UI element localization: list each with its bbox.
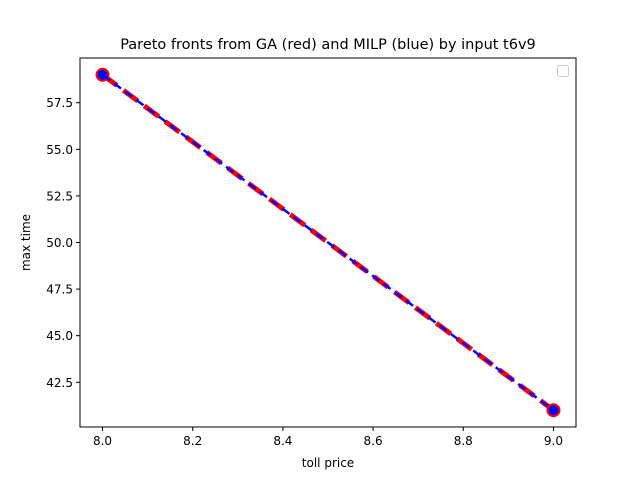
x-tick-label: 8.2 <box>183 434 202 448</box>
y-tick-label: 50.0 <box>46 236 73 250</box>
series-point-1 <box>548 405 559 416</box>
x-tick-label: 9.0 <box>544 434 563 448</box>
legend-box <box>557 65 569 77</box>
chart-title: Pareto fronts from GA (red) and MILP (bl… <box>120 37 536 53</box>
y-tick-label: 57.5 <box>46 96 73 110</box>
y-tick-label: 47.5 <box>46 283 73 297</box>
y-tick-label: 52.5 <box>46 189 73 203</box>
x-tick-label: 8.0 <box>93 434 112 448</box>
series-point-1 <box>97 69 108 80</box>
series-layer <box>95 67 561 418</box>
y-tick-label: 42.5 <box>46 376 73 390</box>
x-tick-label: 8.4 <box>273 434 292 448</box>
plot-frame <box>79 57 577 428</box>
x-axis-label: toll price <box>302 456 354 470</box>
x-tick-label: 8.8 <box>454 434 473 448</box>
y-axis-ticks: 42.5 45.0 47.5 50.0 52.5 55.0 57.5 <box>46 96 80 390</box>
x-axis-ticks: 8.0 8.2 8.4 8.6 8.8 9.0 <box>93 427 563 448</box>
y-axis-label: max time <box>19 214 33 271</box>
y-tick-label: 45.0 <box>46 329 73 343</box>
y-tick-label: 55.0 <box>46 143 73 157</box>
series-line-1 <box>101 73 555 412</box>
x-tick-label: 8.6 <box>364 434 383 448</box>
